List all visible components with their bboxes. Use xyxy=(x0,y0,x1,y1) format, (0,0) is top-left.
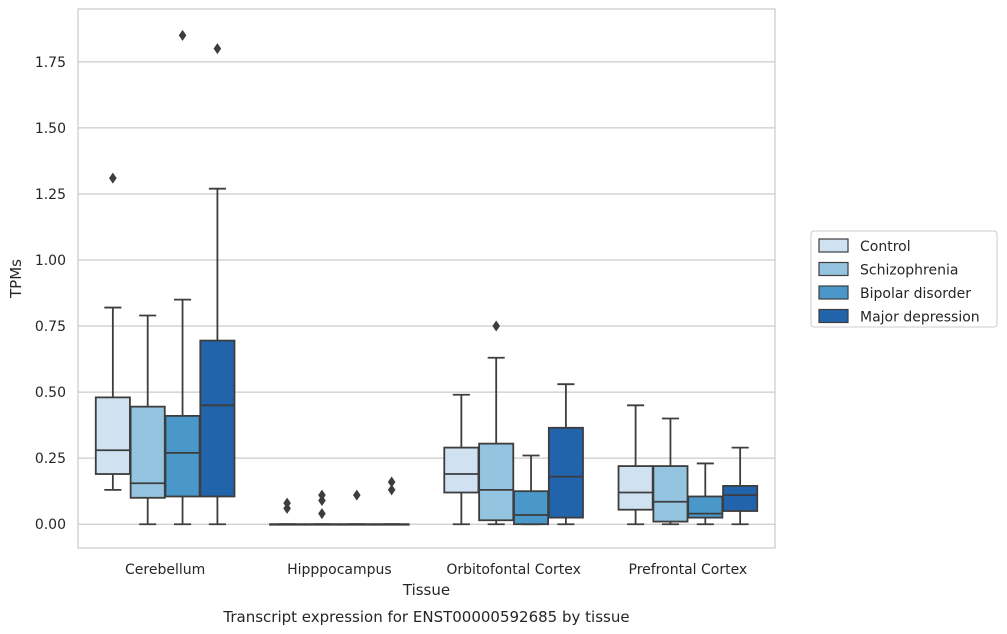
x-axis-label: Tissue xyxy=(402,581,450,599)
x-tick-label: Hipppocampus xyxy=(287,562,392,578)
box-1-0 xyxy=(269,497,306,526)
box-2-0 xyxy=(443,393,480,526)
box-iqr xyxy=(617,465,654,511)
box-iqr xyxy=(199,339,236,498)
box-iqr xyxy=(94,396,131,475)
box-1-1 xyxy=(303,489,340,526)
y-tick-label: 0.00 xyxy=(35,517,66,533)
y-tick-label: 0.25 xyxy=(35,451,66,467)
legend-swatch xyxy=(818,238,849,253)
box-2-1 xyxy=(478,320,515,526)
box-1-3 xyxy=(373,476,410,526)
legend-swatch xyxy=(818,285,849,300)
box-0-2 xyxy=(164,29,201,526)
y-tick-label: 1.25 xyxy=(35,187,66,203)
legend-label: Bipolar disorder xyxy=(860,286,971,302)
box-iqr xyxy=(513,490,550,526)
box-iqr xyxy=(722,485,759,512)
y-tick-label: 1.00 xyxy=(35,253,66,269)
y-tick-label: 1.75 xyxy=(35,55,66,71)
legend-swatch xyxy=(818,261,849,277)
outlier-point xyxy=(353,489,361,501)
outlier-point xyxy=(387,484,396,496)
outlier-point xyxy=(213,43,222,55)
box-iqr xyxy=(547,426,584,519)
outlier-point xyxy=(283,497,291,509)
outlier-point xyxy=(492,320,500,332)
legend-label: Major depression xyxy=(860,310,980,326)
plot-area xyxy=(94,29,759,526)
box-iqr xyxy=(164,414,201,498)
box-iqr xyxy=(443,446,480,494)
box-0-0 xyxy=(94,172,131,491)
outlier-point xyxy=(387,476,396,488)
box-iqr xyxy=(478,442,515,522)
legend-swatch xyxy=(818,308,849,324)
x-tick-label: Prefrontal Cortex xyxy=(629,562,748,578)
box-3-1 xyxy=(652,417,689,526)
x-tick-label: Cerebellum xyxy=(125,562,205,578)
outlier-point xyxy=(318,489,326,501)
box-0-3 xyxy=(199,43,236,526)
box-3-3 xyxy=(722,446,759,526)
y-tick-label: 0.75 xyxy=(35,319,66,335)
y-tick-label: 0.50 xyxy=(35,385,66,401)
box-2-2 xyxy=(513,454,550,526)
y-tick-label: 1.50 xyxy=(35,121,66,137)
outlier-point xyxy=(178,29,187,41)
legend-label: Control xyxy=(860,239,911,255)
outlier-point xyxy=(318,508,326,520)
box-iqr xyxy=(652,465,689,523)
box-1-2 xyxy=(338,489,375,526)
box-2-3 xyxy=(547,383,584,526)
box-0-1 xyxy=(129,314,166,526)
chart-caption: Transcript expression for ENST0000059268… xyxy=(222,608,629,626)
legend-frame xyxy=(810,230,998,328)
box-3-2 xyxy=(687,462,724,526)
x-axis-ticks: Cerebellum Hipppocampus Orbitofontal Corte… xyxy=(125,562,747,578)
x-tick-label: Orbitofontal Cortex xyxy=(446,562,581,578)
y-axis-ticks: 0.00 0.25 0.50 0.75 1.00 1.25 1.50 1.75 xyxy=(35,55,66,533)
box-3-0 xyxy=(617,404,654,526)
legend-label: Schizophrenia xyxy=(860,263,958,279)
legend: Control Schizophrenia Bipolar disorder Majo… xyxy=(810,230,998,328)
plot-frame xyxy=(77,8,776,549)
outlier-point xyxy=(109,172,117,184)
y-axis-label: TPMs xyxy=(7,259,25,299)
